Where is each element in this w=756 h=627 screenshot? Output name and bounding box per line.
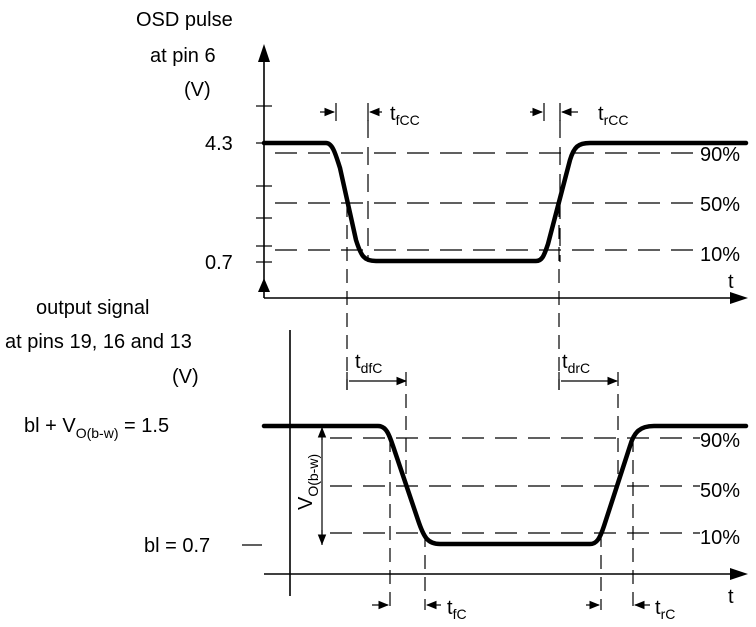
top-x-label: t bbox=[728, 271, 734, 293]
top-y-axis-arrow bbox=[258, 44, 270, 62]
bottom-graph: output signal at pins 19, 16 and 13 (V) … bbox=[5, 278, 749, 622]
bottom-ylabel-line1: output signal bbox=[36, 297, 149, 319]
top-tfcc-dimension: tfCC bbox=[320, 103, 420, 128]
bottom-pct-90: 90% bbox=[700, 430, 740, 452]
bottom-pct-50: 50% bbox=[700, 480, 740, 502]
top-pct-90: 90% bbox=[700, 144, 740, 166]
top-tfcc-label: tfCC bbox=[390, 103, 420, 128]
top-y-high-label: 4.3 bbox=[205, 133, 233, 155]
bottom-tdrc-label: tdrC bbox=[562, 351, 590, 376]
bottom-tdfc-label: tdfC bbox=[355, 351, 382, 376]
top-trcc-label: trCC bbox=[598, 103, 628, 128]
top-ylabel-line1: OSD pulse bbox=[136, 9, 233, 31]
top-ylabel-line2: at pin 6 bbox=[150, 45, 216, 67]
bottom-x-label: t bbox=[728, 586, 734, 608]
bottom-tfc-dimension: tfC bbox=[372, 597, 467, 622]
bottom-tdrc-dimension: tdrC bbox=[558, 351, 619, 486]
bottom-y-axis-arrow bbox=[258, 278, 270, 292]
top-osd-waveform bbox=[261, 140, 749, 264]
vob-label: VO(b-w) bbox=[295, 454, 321, 510]
bottom-y-high-label: bl + VO(b-w) = 1.5 bbox=[24, 415, 169, 441]
top-pct-50: 50% bbox=[700, 194, 740, 216]
bottom-output-waveform bbox=[261, 423, 749, 547]
bottom-tfc-label: tfC bbox=[447, 597, 467, 622]
bottom-ylabel-unit: (V) bbox=[172, 366, 199, 388]
top-trcc-dimension: trCC bbox=[530, 103, 628, 128]
bottom-ylabel-line2: at pins 19, 16 and 13 bbox=[5, 331, 192, 353]
top-graph: OSD pulse at pin 6 (V) 4.3 0.7 t 90% 50%… bbox=[136, 9, 749, 390]
bottom-pct-10: 10% bbox=[700, 527, 740, 549]
bottom-trc-dimension: trC bbox=[586, 597, 675, 622]
bottom-trc-label: trC bbox=[655, 597, 675, 622]
bottom-tdfc-dimension: tdfC bbox=[346, 351, 408, 486]
bottom-x-axis-arrow bbox=[730, 568, 748, 580]
bottom-y-low-label: bl = 0.7 bbox=[144, 535, 210, 557]
top-y-low-label: 0.7 bbox=[205, 252, 233, 274]
top-pct-10: 10% bbox=[700, 244, 740, 266]
top-x-axis-arrow bbox=[730, 292, 748, 304]
top-ylabel-unit: (V) bbox=[184, 79, 211, 101]
